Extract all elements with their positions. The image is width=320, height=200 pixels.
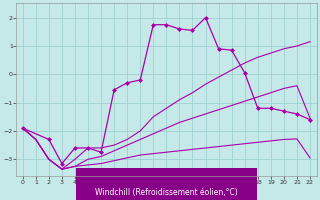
X-axis label: Windchill (Refroidissement éolien,°C): Windchill (Refroidissement éolien,°C) bbox=[95, 188, 238, 197]
